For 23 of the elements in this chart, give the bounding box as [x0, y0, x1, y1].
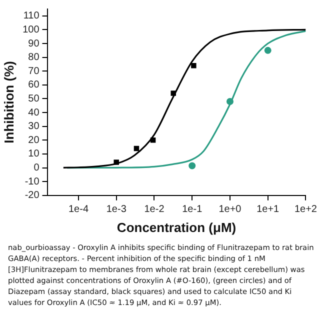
y-tick-label: -20 [24, 190, 40, 202]
x-tick-label: 1e+1 [256, 204, 280, 216]
x-axis-title: Concentration (μM) [116, 220, 236, 235]
y-tick-label: 60 [28, 80, 40, 91]
x-tick-label: 1e+2 [294, 204, 318, 216]
x-tick-label: 1e-4 [68, 204, 89, 216]
y-tick-label: 80 [28, 52, 40, 64]
y-tick-label: 110 [23, 10, 40, 22]
y-tick-label: 50 [28, 94, 40, 104]
y-tick-label: -10 [24, 176, 40, 188]
y-tick-label: 40 [28, 107, 40, 118]
x-tick-label: 1e-3 [106, 204, 127, 216]
y-tick-label: 90 [28, 38, 40, 50]
x-tick-label: 1e-1 [182, 204, 203, 216]
y-tick-label: 0 [34, 162, 40, 174]
y-tick-label: 70 [28, 66, 40, 77]
x-tick-label: 1e+0 [218, 204, 242, 216]
y-axis-title: Inhibition (%) [1, 61, 16, 144]
y-tick-label: 100 [22, 24, 40, 36]
x-tick-label: 1e-2 [144, 204, 165, 216]
y-tick-label: 20 [28, 134, 40, 146]
y-tick-label: 30 [28, 121, 40, 132]
y-tick-label: 10 [28, 148, 40, 160]
